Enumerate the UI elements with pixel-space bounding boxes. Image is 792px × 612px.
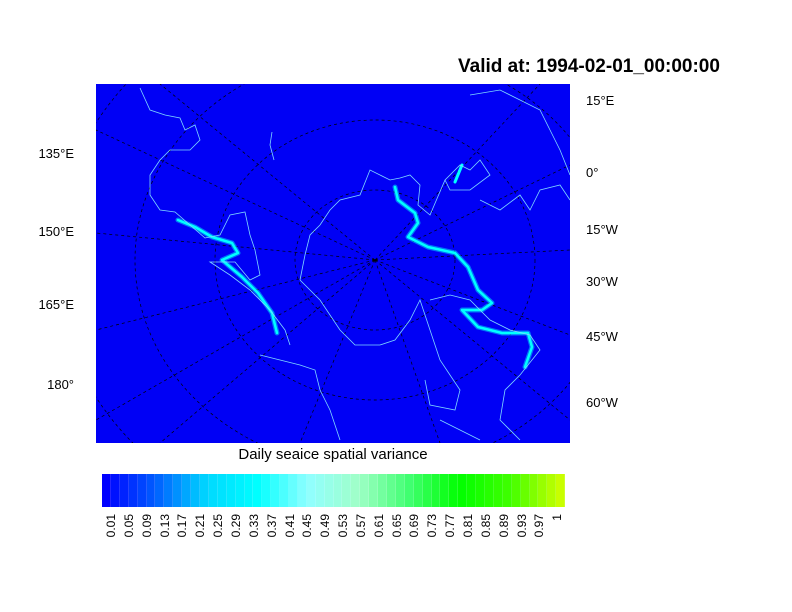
- colorbar-box: [199, 474, 209, 507]
- coastlines: [139, 87, 571, 441]
- colorbar-box: [484, 474, 494, 507]
- colorbar-box: [422, 474, 432, 507]
- lon-label-left: 180°: [47, 377, 74, 392]
- colorbar-box: [271, 474, 281, 507]
- colorbar-box: [164, 474, 174, 507]
- colorbar-box: [137, 474, 147, 507]
- lon-label-left: 165°E: [38, 297, 74, 312]
- colorbar-box: [476, 474, 485, 507]
- colorbar-box: [467, 474, 477, 507]
- colorbar-box: [173, 474, 183, 507]
- colorbar-box: [110, 474, 120, 507]
- colorbar-box: [440, 474, 450, 507]
- colorbar-tick-label: 0.57: [353, 514, 368, 538]
- map-plot: [54, 0, 696, 541]
- colorbar-box: [306, 474, 316, 507]
- colorbar-box: [146, 474, 156, 507]
- colorbar-box: [253, 474, 263, 507]
- colorbar-box: [351, 474, 361, 507]
- colorbar-box: [413, 474, 423, 507]
- colorbar-box: [502, 474, 512, 507]
- colorbar-tick-label: 0.61: [371, 514, 386, 538]
- plot-title: Valid at: 1994-02-01_00:00:00: [458, 56, 720, 77]
- colorbar-box: [369, 474, 379, 507]
- colorbar-box: [324, 474, 334, 507]
- colorbar-tick-label: 0.41: [282, 514, 297, 538]
- lon-label-right: 45°W: [586, 329, 618, 344]
- colorbar-box: [387, 474, 396, 507]
- colorbar-tick-label: 0.77: [443, 514, 458, 538]
- lon-label-left: 150°E: [38, 224, 74, 239]
- colorbar-tick-label: 0.49: [318, 514, 333, 538]
- colorbar-box: [182, 474, 192, 507]
- colorbar-tick-label: 0.81: [461, 514, 475, 538]
- colorbar-box: [235, 474, 245, 507]
- colorbar-tick-label: 0.73: [425, 514, 440, 538]
- colorbar-box: [315, 474, 325, 507]
- colorbar-box: [155, 474, 165, 507]
- colorbar-box: [511, 474, 521, 507]
- colorbar-box: [342, 474, 352, 507]
- colorbar-box: [119, 474, 129, 507]
- colorbar-box: [449, 474, 459, 507]
- colorbar-box: [280, 474, 290, 507]
- lon-label-right: 15°E: [586, 93, 615, 108]
- colorbar-box: [297, 474, 307, 507]
- colorbar-box: [547, 474, 557, 507]
- colorbar-box: [529, 474, 539, 507]
- colorbar-box: [102, 474, 111, 507]
- lon-label-left: 135°E: [38, 146, 74, 161]
- colorbar-box: [226, 474, 236, 507]
- colorbar-box: [493, 474, 503, 507]
- colorbar-tick-label: 0.05: [121, 514, 136, 538]
- colorbar-tick-label: 0.01: [104, 514, 118, 538]
- colorbar-box: [333, 474, 343, 507]
- colorbar-tick-label: 0.85: [478, 514, 493, 538]
- colorbar-box: [262, 474, 272, 507]
- colorbar-tick-label: 0.17: [175, 514, 190, 538]
- colorbar-tick-label: 0.93: [514, 514, 529, 538]
- colorbar-box: [360, 474, 370, 507]
- colorbar-box: [244, 474, 254, 507]
- colorbar-box: [404, 474, 414, 507]
- colorbar-tick-label: 0.89: [496, 514, 511, 538]
- colorbar-box: [128, 474, 138, 507]
- lon-label-right: 0°: [586, 165, 599, 180]
- colorbar-tick-label: 0.09: [139, 514, 154, 538]
- colorbar-tick-label: 0.21: [193, 514, 208, 538]
- colorbar-tick-label: 0.33: [246, 514, 261, 538]
- lon-label-right: 30°W: [586, 274, 618, 289]
- colorbar-box: [217, 474, 227, 507]
- colorbar-box: [395, 474, 405, 507]
- colorbar-tick-label: 0.69: [407, 514, 422, 538]
- colorbar-tick-label: 0.65: [389, 514, 404, 538]
- colorbar-box: [520, 474, 530, 507]
- colorbar-box: [458, 474, 468, 507]
- lon-label-right: 60°W: [586, 395, 618, 410]
- colorbar-tick-label: 0.25: [211, 514, 226, 538]
- colorbar-box: [208, 474, 218, 507]
- colorbar-box: [191, 474, 200, 507]
- colorbar-tick-label: 0.97: [532, 514, 547, 538]
- colorbar-box: [538, 474, 548, 507]
- polar-map: [54, 0, 696, 541]
- colorbar: [102, 474, 566, 507]
- colorbar-box: [431, 474, 441, 507]
- map-background: [96, 84, 570, 443]
- colorbar-tick-label: 0.29: [228, 514, 243, 538]
- colorbar-tick-label: 0.53: [336, 514, 351, 538]
- colorbar-label: Daily seaice spatial variance: [238, 446, 428, 463]
- colorbar-box: [289, 474, 298, 507]
- colorbar-box: [378, 474, 387, 507]
- sea-ice: [175, 163, 535, 370]
- colorbar-tick-label: 0.37: [264, 514, 279, 538]
- colorbar-box: [556, 474, 566, 507]
- colorbar-tick-label: 1: [550, 514, 565, 521]
- lon-label-right: 15°W: [586, 222, 618, 237]
- colorbar-tick-label: 0.45: [300, 514, 315, 538]
- colorbar-tick-label: 0.13: [157, 514, 172, 538]
